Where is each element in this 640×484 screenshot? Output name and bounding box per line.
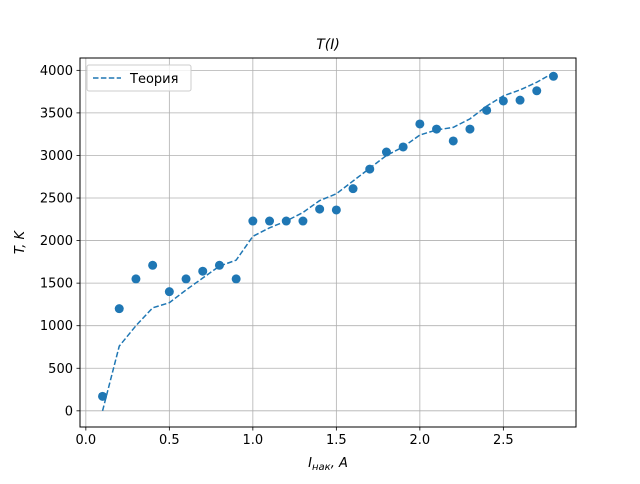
data-point (131, 274, 141, 284)
y-tick-label: 2000 (40, 234, 73, 249)
x-tick-label: 2.5 (493, 433, 514, 448)
x-tick-label: 1.5 (326, 433, 347, 448)
data-point (482, 105, 492, 115)
x-tick-label: 0.0 (76, 433, 97, 448)
data-point (398, 142, 408, 152)
y-tick-label: 500 (48, 362, 73, 377)
data-point (548, 71, 558, 81)
data-point (498, 96, 508, 106)
data-point (331, 205, 341, 215)
data-point (214, 260, 224, 270)
x-axis-label-unit: , A (331, 456, 348, 471)
axes-frame (79, 57, 577, 428)
x-tick-label: 2.0 (410, 433, 431, 448)
data-point (98, 391, 108, 401)
data-point (415, 119, 425, 129)
x-tick-label: 1.0 (243, 433, 264, 448)
y-tick-label: 2500 (40, 192, 73, 207)
theory-line (101, 72, 554, 412)
series-layer (98, 71, 558, 412)
y-axis-label: T, K (13, 229, 28, 254)
data-point (265, 216, 275, 226)
data-point (231, 274, 241, 284)
ticks: 0.0 0.5 1.0 1.5 2.0 2.5 0 500 1000 1500 2000 2500 30… (40, 64, 514, 448)
x-axis-label-subscript: нак (312, 462, 331, 473)
data-point (532, 86, 542, 96)
data-point (198, 266, 208, 276)
data-point (465, 124, 475, 134)
y-tick-label: 4000 (40, 64, 73, 79)
y-tick-label: 3500 (40, 106, 73, 121)
x-axis-label: Iнак, A (308, 456, 348, 473)
data-point (381, 147, 391, 157)
y-tick-label: 1500 (40, 277, 73, 292)
data-point (365, 164, 375, 174)
y-tick-label: 1000 (40, 319, 73, 334)
y-tick-label: 3000 (40, 149, 73, 164)
y-tick-label: 0 (65, 404, 73, 419)
legend-box (86, 64, 192, 92)
data-point (348, 184, 358, 194)
data-point (181, 274, 191, 284)
x-tick-label: 0.5 (159, 433, 180, 448)
legend: Теория (86, 64, 192, 92)
data-point (432, 124, 442, 134)
data-point (114, 304, 124, 314)
data-point (281, 216, 291, 226)
data-point (148, 260, 158, 270)
data-point (515, 95, 525, 105)
data-point (315, 204, 325, 214)
data-point (448, 136, 458, 146)
chart-title: T(I) (316, 37, 340, 53)
x-axis-label-main: I (308, 456, 312, 471)
data-point (298, 216, 308, 226)
legend-entry-theory: Теория (129, 72, 178, 87)
data-point (164, 287, 174, 297)
data-point (248, 216, 258, 226)
grid (80, 58, 576, 427)
